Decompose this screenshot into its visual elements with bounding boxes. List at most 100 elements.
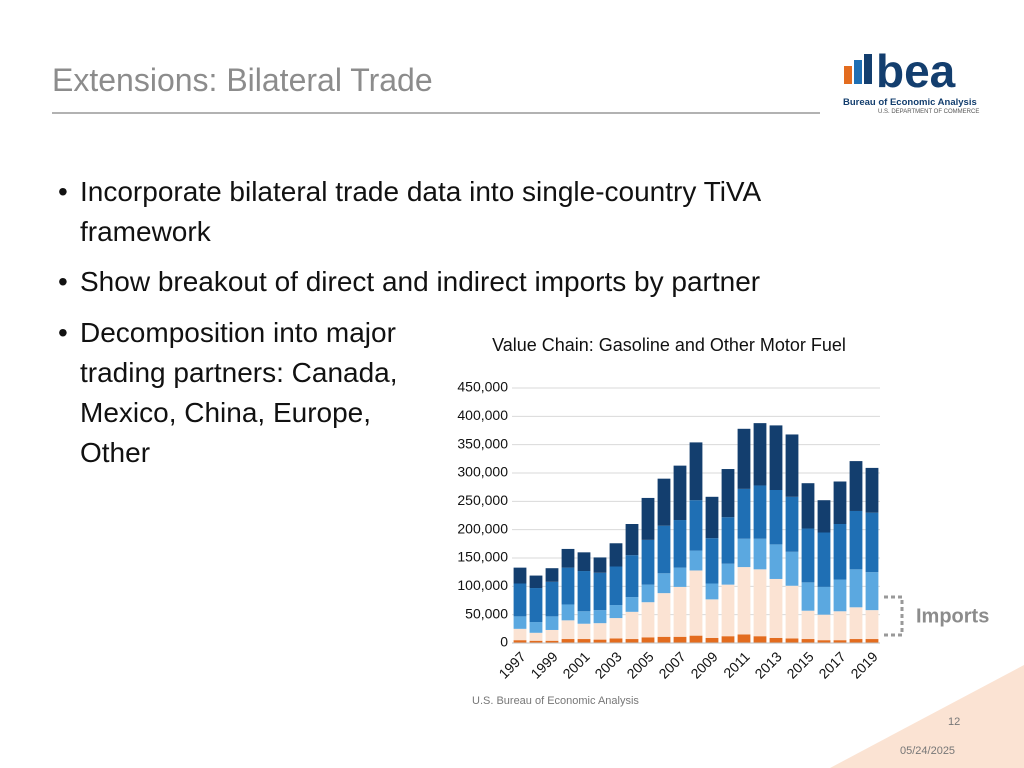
bullet: Decomposition into major trading partner… <box>52 313 420 473</box>
bar-segment <box>529 575 543 589</box>
x-tick-label: 2013 <box>751 648 784 681</box>
bar-segment <box>801 610 815 640</box>
bar-segment <box>513 567 527 584</box>
x-tick-label: 2005 <box>623 648 656 681</box>
bar-segment <box>513 616 527 629</box>
bar-segment <box>625 524 639 556</box>
logo-name: Bureau of Economic Analysis <box>843 97 977 108</box>
bar-segment <box>737 538 751 568</box>
bar-segment <box>769 578 783 638</box>
bar-segment <box>689 570 703 636</box>
bar-segment <box>657 573 671 594</box>
bar-segment <box>641 539 655 585</box>
bar-segment <box>625 611 639 640</box>
date: 05/24/2025 <box>900 745 956 757</box>
bar-segment <box>865 639 879 643</box>
bullet: Incorporate bilateral trade data into si… <box>52 172 870 252</box>
bar-segment <box>769 425 783 490</box>
y-tick-label: 0 <box>500 634 508 650</box>
bar-segment <box>849 461 863 511</box>
bar-segment <box>849 569 863 608</box>
bar-segment <box>833 579 847 612</box>
bar-segment <box>833 611 847 641</box>
bar-segment <box>657 636 671 643</box>
bar-segment <box>561 548 575 568</box>
bar-segment <box>705 496 719 539</box>
bar-segment <box>865 512 879 573</box>
bar-segment <box>785 585 799 639</box>
bar-segment <box>593 572 607 611</box>
x-tick-label: 2009 <box>687 648 720 681</box>
x-tick-label: 2003 <box>591 648 624 681</box>
bar-segment <box>705 538 719 584</box>
bar-segment <box>785 496 799 552</box>
bar-segment <box>561 620 575 640</box>
bar-segment <box>817 500 831 533</box>
bar-segment <box>609 605 623 619</box>
bar-segment <box>817 640 831 643</box>
bar-segment <box>545 568 559 582</box>
y-tick-label: 50,000 <box>465 605 508 621</box>
bar-segment <box>577 639 591 643</box>
bar-segment <box>529 588 543 623</box>
bar-segment <box>705 583 719 600</box>
bar-segment <box>721 636 735 643</box>
bar-segment <box>641 497 655 540</box>
y-tick-label: 300,000 <box>457 464 508 480</box>
bar-segment <box>865 610 879 640</box>
bar-segment <box>753 538 767 570</box>
bar-segment <box>705 599 719 638</box>
bar-segment <box>753 569 767 637</box>
bar-segment <box>609 566 623 606</box>
bar-segment <box>577 571 591 612</box>
bar-segment <box>593 623 607 640</box>
slide-title: Extensions: Bilateral Trade <box>52 62 433 98</box>
bar-segment <box>817 614 831 641</box>
bar-segment <box>753 423 767 486</box>
bar-segment <box>593 610 607 624</box>
bar-segment <box>769 490 783 545</box>
bar-segment <box>609 543 623 567</box>
bar-segment <box>673 520 687 568</box>
bar-segment <box>529 622 543 633</box>
bar-segment <box>657 525 671 574</box>
bar-segment <box>801 483 815 529</box>
bar-segment <box>753 636 767 643</box>
bar-segment <box>833 640 847 643</box>
bar-segment <box>673 465 687 521</box>
bar-segment <box>513 628 527 641</box>
bar-segment <box>657 478 671 526</box>
bar-segment <box>577 623 591 640</box>
bar-segment <box>833 481 847 524</box>
x-tick-label: 2007 <box>655 648 688 681</box>
x-tick-label: 2019 <box>847 648 880 681</box>
bar-segment <box>577 552 591 572</box>
bar-segment <box>689 500 703 551</box>
bar-segment <box>801 639 815 643</box>
bar-segment <box>737 567 751 635</box>
bar-segment <box>625 639 639 643</box>
logo-dept: U.S. DEPARTMENT OF COMMERCE <box>878 109 980 115</box>
bar-segment <box>673 567 687 587</box>
bar-segment <box>545 640 559 643</box>
bar-segment <box>737 428 751 489</box>
x-tick-label: 1999 <box>527 648 560 681</box>
bar-segment <box>689 635 703 643</box>
bullet: Show breakout of direct and indirect imp… <box>52 262 900 302</box>
bar-segment <box>673 636 687 643</box>
bar-segment <box>593 639 607 643</box>
bar-segment <box>529 632 543 641</box>
bar-segment <box>849 639 863 643</box>
x-tick-label: 2001 <box>559 648 592 681</box>
bar-segment <box>849 510 863 570</box>
bar-segment <box>657 593 671 637</box>
bar-segment <box>849 607 863 640</box>
bar-segment <box>785 551 799 586</box>
bar-segment <box>817 586 831 615</box>
bar-segment <box>865 572 879 611</box>
page-number: 12 <box>948 716 961 728</box>
chart-title: Value Chain: Gasoline and Other Motor Fu… <box>492 335 846 355</box>
bar-segment <box>833 524 847 580</box>
annotation: Imports <box>916 605 989 627</box>
